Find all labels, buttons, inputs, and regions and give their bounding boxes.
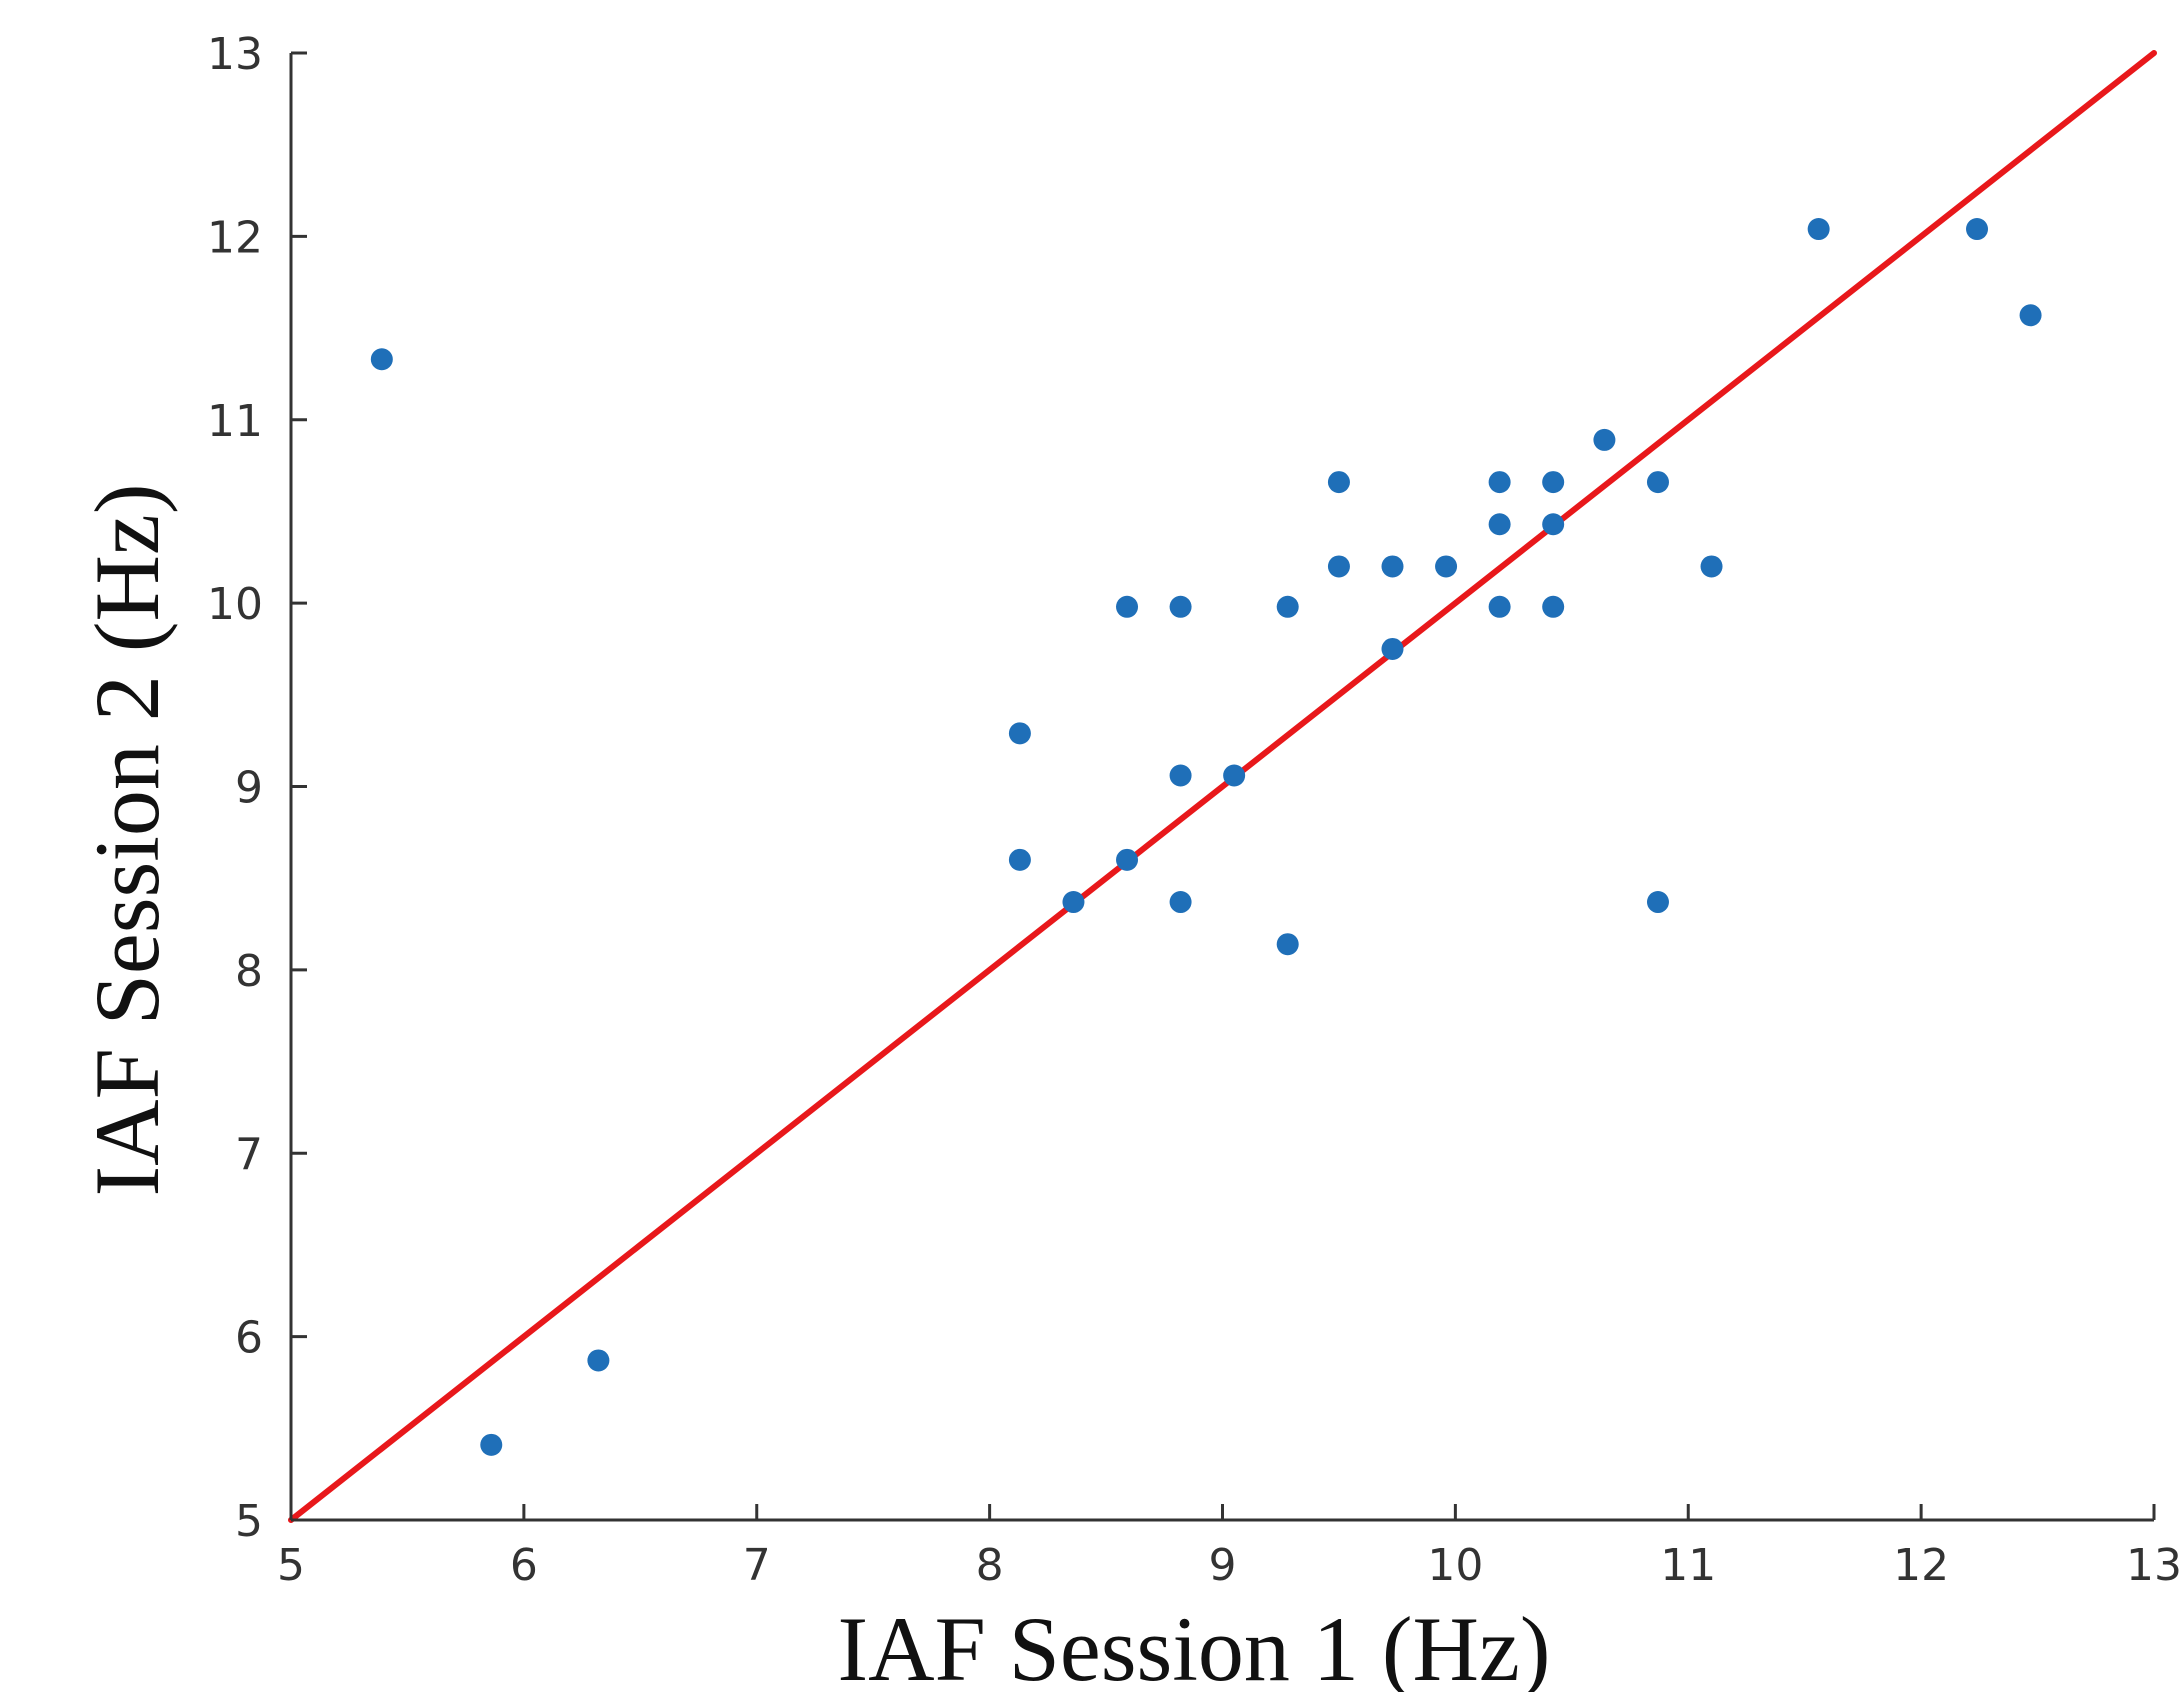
data-point <box>2019 304 2042 327</box>
data-point <box>1966 218 1989 241</box>
x-tick-label: 13 <box>2126 1540 2179 1591</box>
data-point <box>1807 218 1830 241</box>
data-point <box>587 1349 610 1372</box>
axes <box>289 51 2156 1522</box>
x-tick-label: 5 <box>277 1540 305 1591</box>
y-tick-label: 13 <box>207 29 263 80</box>
data-point <box>1062 891 1085 914</box>
data-point <box>1646 471 1669 494</box>
data-points-layer <box>370 218 2042 1456</box>
data-point <box>1542 595 1565 618</box>
data-point <box>1169 891 1192 914</box>
y-axis-label: IAF Session 2 (Hz) <box>76 484 178 1197</box>
data-point <box>1700 555 1723 578</box>
y-tick-label: 10 <box>207 579 263 630</box>
data-point <box>1488 471 1511 494</box>
reference-line <box>288 50 2157 1523</box>
tick-labels: 5 6 7 8 9 10 11 12 13 5 6 7 8 9 10 11 12 13 <box>207 29 2179 1591</box>
data-point <box>1169 764 1192 787</box>
data-point <box>1169 595 1192 618</box>
y-tick-label: 9 <box>235 763 263 814</box>
data-point <box>1008 722 1031 745</box>
data-point <box>1223 764 1246 787</box>
data-point <box>370 348 393 371</box>
x-tick-label: 12 <box>1893 1540 1949 1591</box>
data-point <box>1116 848 1139 871</box>
data-point <box>1542 471 1565 494</box>
data-point <box>1276 595 1299 618</box>
data-point <box>1381 555 1404 578</box>
y-tick-label: 8 <box>235 946 263 997</box>
data-point <box>1435 555 1458 578</box>
y-tick-label: 11 <box>207 396 263 447</box>
data-point <box>1327 555 1350 578</box>
x-tick-label: 6 <box>510 1540 538 1591</box>
data-point <box>1488 595 1511 618</box>
data-point <box>1488 513 1511 536</box>
x-tick-label: 10 <box>1427 1540 1483 1591</box>
reference-line-layer <box>288 50 2157 1523</box>
data-point <box>1646 891 1669 914</box>
x-tick-label: 11 <box>1660 1540 1716 1591</box>
y-tick-label: 5 <box>235 1496 263 1547</box>
data-point <box>1008 848 1031 871</box>
y-tick-label: 12 <box>207 212 263 263</box>
data-point <box>1593 428 1616 451</box>
data-point <box>1327 471 1350 494</box>
x-tick-label: 7 <box>743 1540 771 1591</box>
x-axis-label: IAF Session 1 (Hz) <box>838 1598 1551 1692</box>
x-tick-label: 8 <box>976 1540 1004 1591</box>
data-point <box>1381 637 1404 660</box>
data-point <box>1542 513 1565 536</box>
data-point <box>480 1433 503 1456</box>
data-point <box>1116 595 1139 618</box>
x-tick-label: 9 <box>1209 1540 1237 1591</box>
y-tick-label: 6 <box>235 1313 263 1364</box>
data-point <box>1276 933 1299 956</box>
y-tick-label: 7 <box>235 1129 263 1180</box>
